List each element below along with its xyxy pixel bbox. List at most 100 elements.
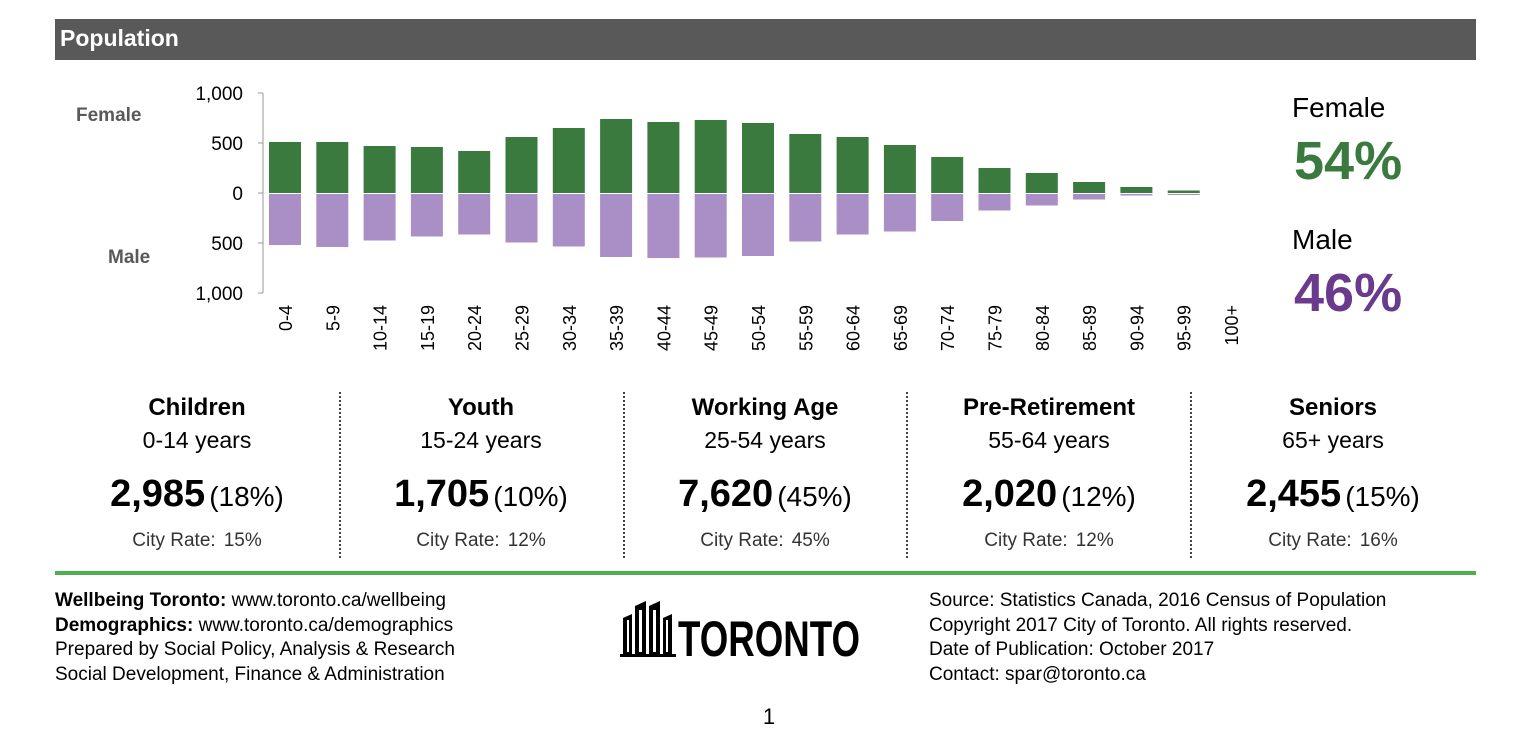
- publication-date: Date of Publication: October 2017: [929, 639, 1215, 660]
- city-rate-value: 16%: [1359, 530, 1398, 551]
- age-group-count: 2,020: [962, 473, 1058, 515]
- age-group-share: (45%): [777, 481, 852, 512]
- section-title: Population: [60, 25, 179, 51]
- bar-male-85-89: [1073, 194, 1106, 200]
- age-group-share: (18%): [209, 481, 284, 512]
- bar-female-65-69: [883, 145, 916, 193]
- female-label: Female: [1292, 92, 1386, 123]
- bar-female-55-59: [789, 134, 822, 193]
- bar-male-35-39: [600, 194, 633, 257]
- bar-male-65-69: [883, 194, 916, 232]
- wellbeing-label: Wellbeing Toronto:: [55, 590, 227, 611]
- group-divider: [339, 392, 341, 558]
- age-group-count: 7,620: [678, 473, 774, 515]
- x-tick-label: 95-99: [1175, 305, 1195, 351]
- group-divider: [623, 392, 625, 558]
- age-group-range: 65+ years: [1282, 427, 1384, 453]
- bar-male-90-94: [1120, 194, 1153, 196]
- bar-male-75-79: [978, 194, 1011, 211]
- bar-female-85-89: [1073, 182, 1106, 193]
- male-label: Male: [1292, 224, 1353, 255]
- bar-male-40-44: [647, 194, 680, 258]
- footer-left: Wellbeing Toronto: www.toronto.ca/wellbe…: [55, 589, 455, 687]
- bar-male-5-9: [316, 194, 349, 247]
- bar-male-10-14: [363, 194, 396, 241]
- demographics-link[interactable]: www.toronto.ca/demographics: [198, 614, 454, 636]
- bar-female-45-49: [694, 120, 727, 193]
- division-name: Social Development, Finance & Administra…: [55, 663, 445, 685]
- x-tick-label: 75-79: [986, 305, 1006, 351]
- bar-female-75-79: [978, 168, 1011, 193]
- age-group-working-age: Working Age 25-54 years 7,620 (45%) City …: [623, 392, 907, 554]
- bar-female-70-74: [931, 157, 964, 193]
- age-group-seniors: Seniors 65+ years 2,455 (15%) City Rate: 1…: [1191, 392, 1475, 554]
- age-group-share: (15%): [1345, 481, 1420, 512]
- age-group-children: Children 0-14 years 2,985 (18%) City Rate…: [55, 392, 339, 554]
- x-tick-label: 90-94: [1127, 305, 1147, 351]
- section-header: Population: [55, 19, 1476, 60]
- bar-male-0-4: [269, 194, 301, 245]
- age-group-count: 1,705: [394, 473, 490, 515]
- axis-label-female: Female: [76, 105, 142, 126]
- age-group-count: 2,455: [1246, 473, 1342, 515]
- x-tick-label: 15-19: [418, 305, 438, 351]
- source-text: Source: Statistics Canada, 2016 Census o…: [929, 590, 1387, 611]
- age-group-name: Children: [148, 394, 246, 421]
- demographics-label: Demographics:: [55, 614, 194, 636]
- y-tick-label: 1,000: [195, 284, 243, 305]
- city-rate-label: City Rate:: [1268, 530, 1352, 551]
- age-group-share: (12%): [1061, 481, 1136, 512]
- y-tick-label: 0: [232, 184, 243, 205]
- bar-male-20-24: [458, 194, 491, 235]
- bar-male-60-64: [836, 194, 869, 235]
- city-rate-label: City Rate:: [984, 530, 1068, 551]
- bar-male-30-34: [552, 194, 585, 247]
- group-divider: [906, 392, 908, 558]
- wellbeing-link[interactable]: www.toronto.ca/wellbeing: [231, 590, 446, 611]
- population-pyramid-chart: 1,000 500 0 500 1,000 0-4 5-9 10-14 15-19 20-24 2…: [195, 84, 1242, 351]
- y-tick-label: 500: [211, 234, 243, 255]
- group-divider: [1190, 392, 1192, 558]
- bar-female-40-44: [647, 122, 680, 193]
- x-tick-label: 65-69: [891, 305, 911, 351]
- female-percentage: 54%: [1294, 131, 1403, 191]
- city-rate-value: 45%: [791, 530, 830, 551]
- axis-label-male: Male: [108, 247, 151, 268]
- age-group-name: Working Age: [691, 394, 839, 421]
- x-tick-label: 70-74: [938, 305, 958, 351]
- x-tick-label: 40-44: [654, 305, 674, 351]
- age-group-range: 25-54 years: [704, 427, 826, 453]
- x-tick-label: 45-49: [702, 305, 722, 351]
- footer-rule: [55, 571, 1476, 575]
- city-rate-label: City Rate:: [700, 530, 784, 551]
- x-tick-label: 80-84: [1033, 305, 1053, 351]
- bar-male-50-54: [742, 194, 774, 256]
- city-rate-label: City Rate:: [132, 530, 216, 551]
- age-group-count: 2,985: [110, 473, 206, 515]
- bar-female-35-39: [600, 119, 633, 193]
- x-tick-label: 85-89: [1080, 305, 1100, 351]
- age-group-share: (10%): [493, 481, 568, 512]
- x-tick-label: 50-54: [749, 305, 769, 351]
- age-group-name: Seniors: [1288, 394, 1378, 421]
- age-group-range: 55-64 years: [988, 427, 1110, 453]
- x-tick-label: 10-14: [371, 305, 391, 351]
- bar-female-50-54: [742, 123, 774, 193]
- bar-male-55-59: [789, 194, 822, 242]
- city-rate-label: City Rate:: [416, 530, 500, 551]
- age-group-name: Pre-Retirement: [962, 394, 1136, 421]
- age-group-range: 15-24 years: [420, 427, 542, 453]
- page-number: 1: [762, 704, 776, 729]
- bar-female-90-94: [1120, 187, 1153, 193]
- y-tick-label: 500: [211, 134, 243, 155]
- bar-female-15-19: [410, 147, 443, 193]
- age-group-youth: Youth 15-24 years 1,705 (10%) City Rate: 1…: [339, 392, 623, 554]
- age-group-range: 0-14 years: [142, 427, 252, 453]
- bar-female-10-14: [363, 146, 396, 193]
- bar-female-30-34: [552, 128, 585, 193]
- city-rate-value: 15%: [223, 530, 262, 551]
- bar-female-80-84: [1025, 173, 1058, 193]
- x-tick-label: 20-24: [465, 305, 485, 351]
- y-tick-label: 1,000: [195, 84, 243, 105]
- bar-female-60-64: [836, 137, 869, 193]
